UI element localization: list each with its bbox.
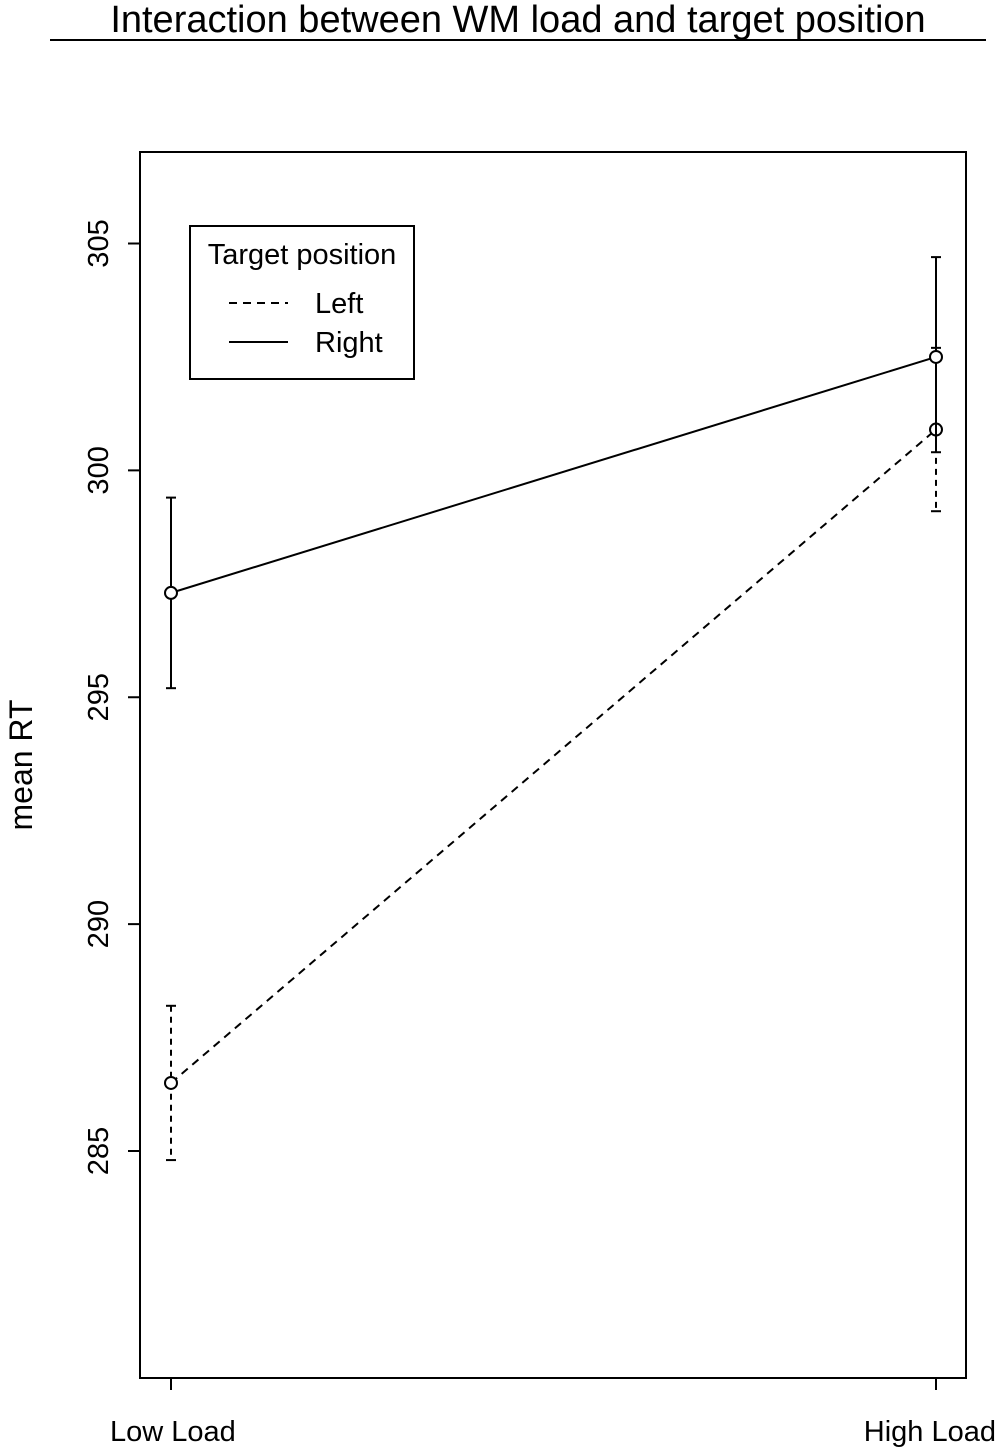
- series-line: [170, 355, 937, 594]
- data-point: [929, 349, 943, 364]
- y-tick-label: 285: [83, 1127, 115, 1175]
- legend-label-right: Right: [315, 327, 383, 359]
- y-tick-label: 290: [83, 900, 115, 948]
- data-point: [164, 585, 178, 600]
- y-axis-label: mean RT: [3, 699, 39, 830]
- x-tick-label: Low Load: [110, 1416, 236, 1448]
- legend-title: Target position: [208, 239, 397, 271]
- y-tick-label: 295: [83, 673, 115, 721]
- series-right: [164, 256, 943, 690]
- series-layer: [164, 256, 943, 1162]
- data-point: [164, 1075, 178, 1090]
- series-line: [170, 428, 937, 1084]
- x-tick-label: High Load: [864, 1416, 996, 1448]
- x-axis: Low Load High Load: [110, 1377, 996, 1448]
- y-tick-label: 305: [83, 219, 115, 267]
- legend-box: [189, 225, 415, 380]
- y-axis: 285 290 295 300 305: [83, 219, 141, 1175]
- chart-title: Interaction between WM load and target p…: [110, 0, 925, 41]
- y-tick-label: 300: [83, 446, 115, 494]
- series-left: [164, 346, 943, 1162]
- legend-label-left: Left: [315, 288, 363, 320]
- legend: Target position Left Right: [189, 225, 415, 380]
